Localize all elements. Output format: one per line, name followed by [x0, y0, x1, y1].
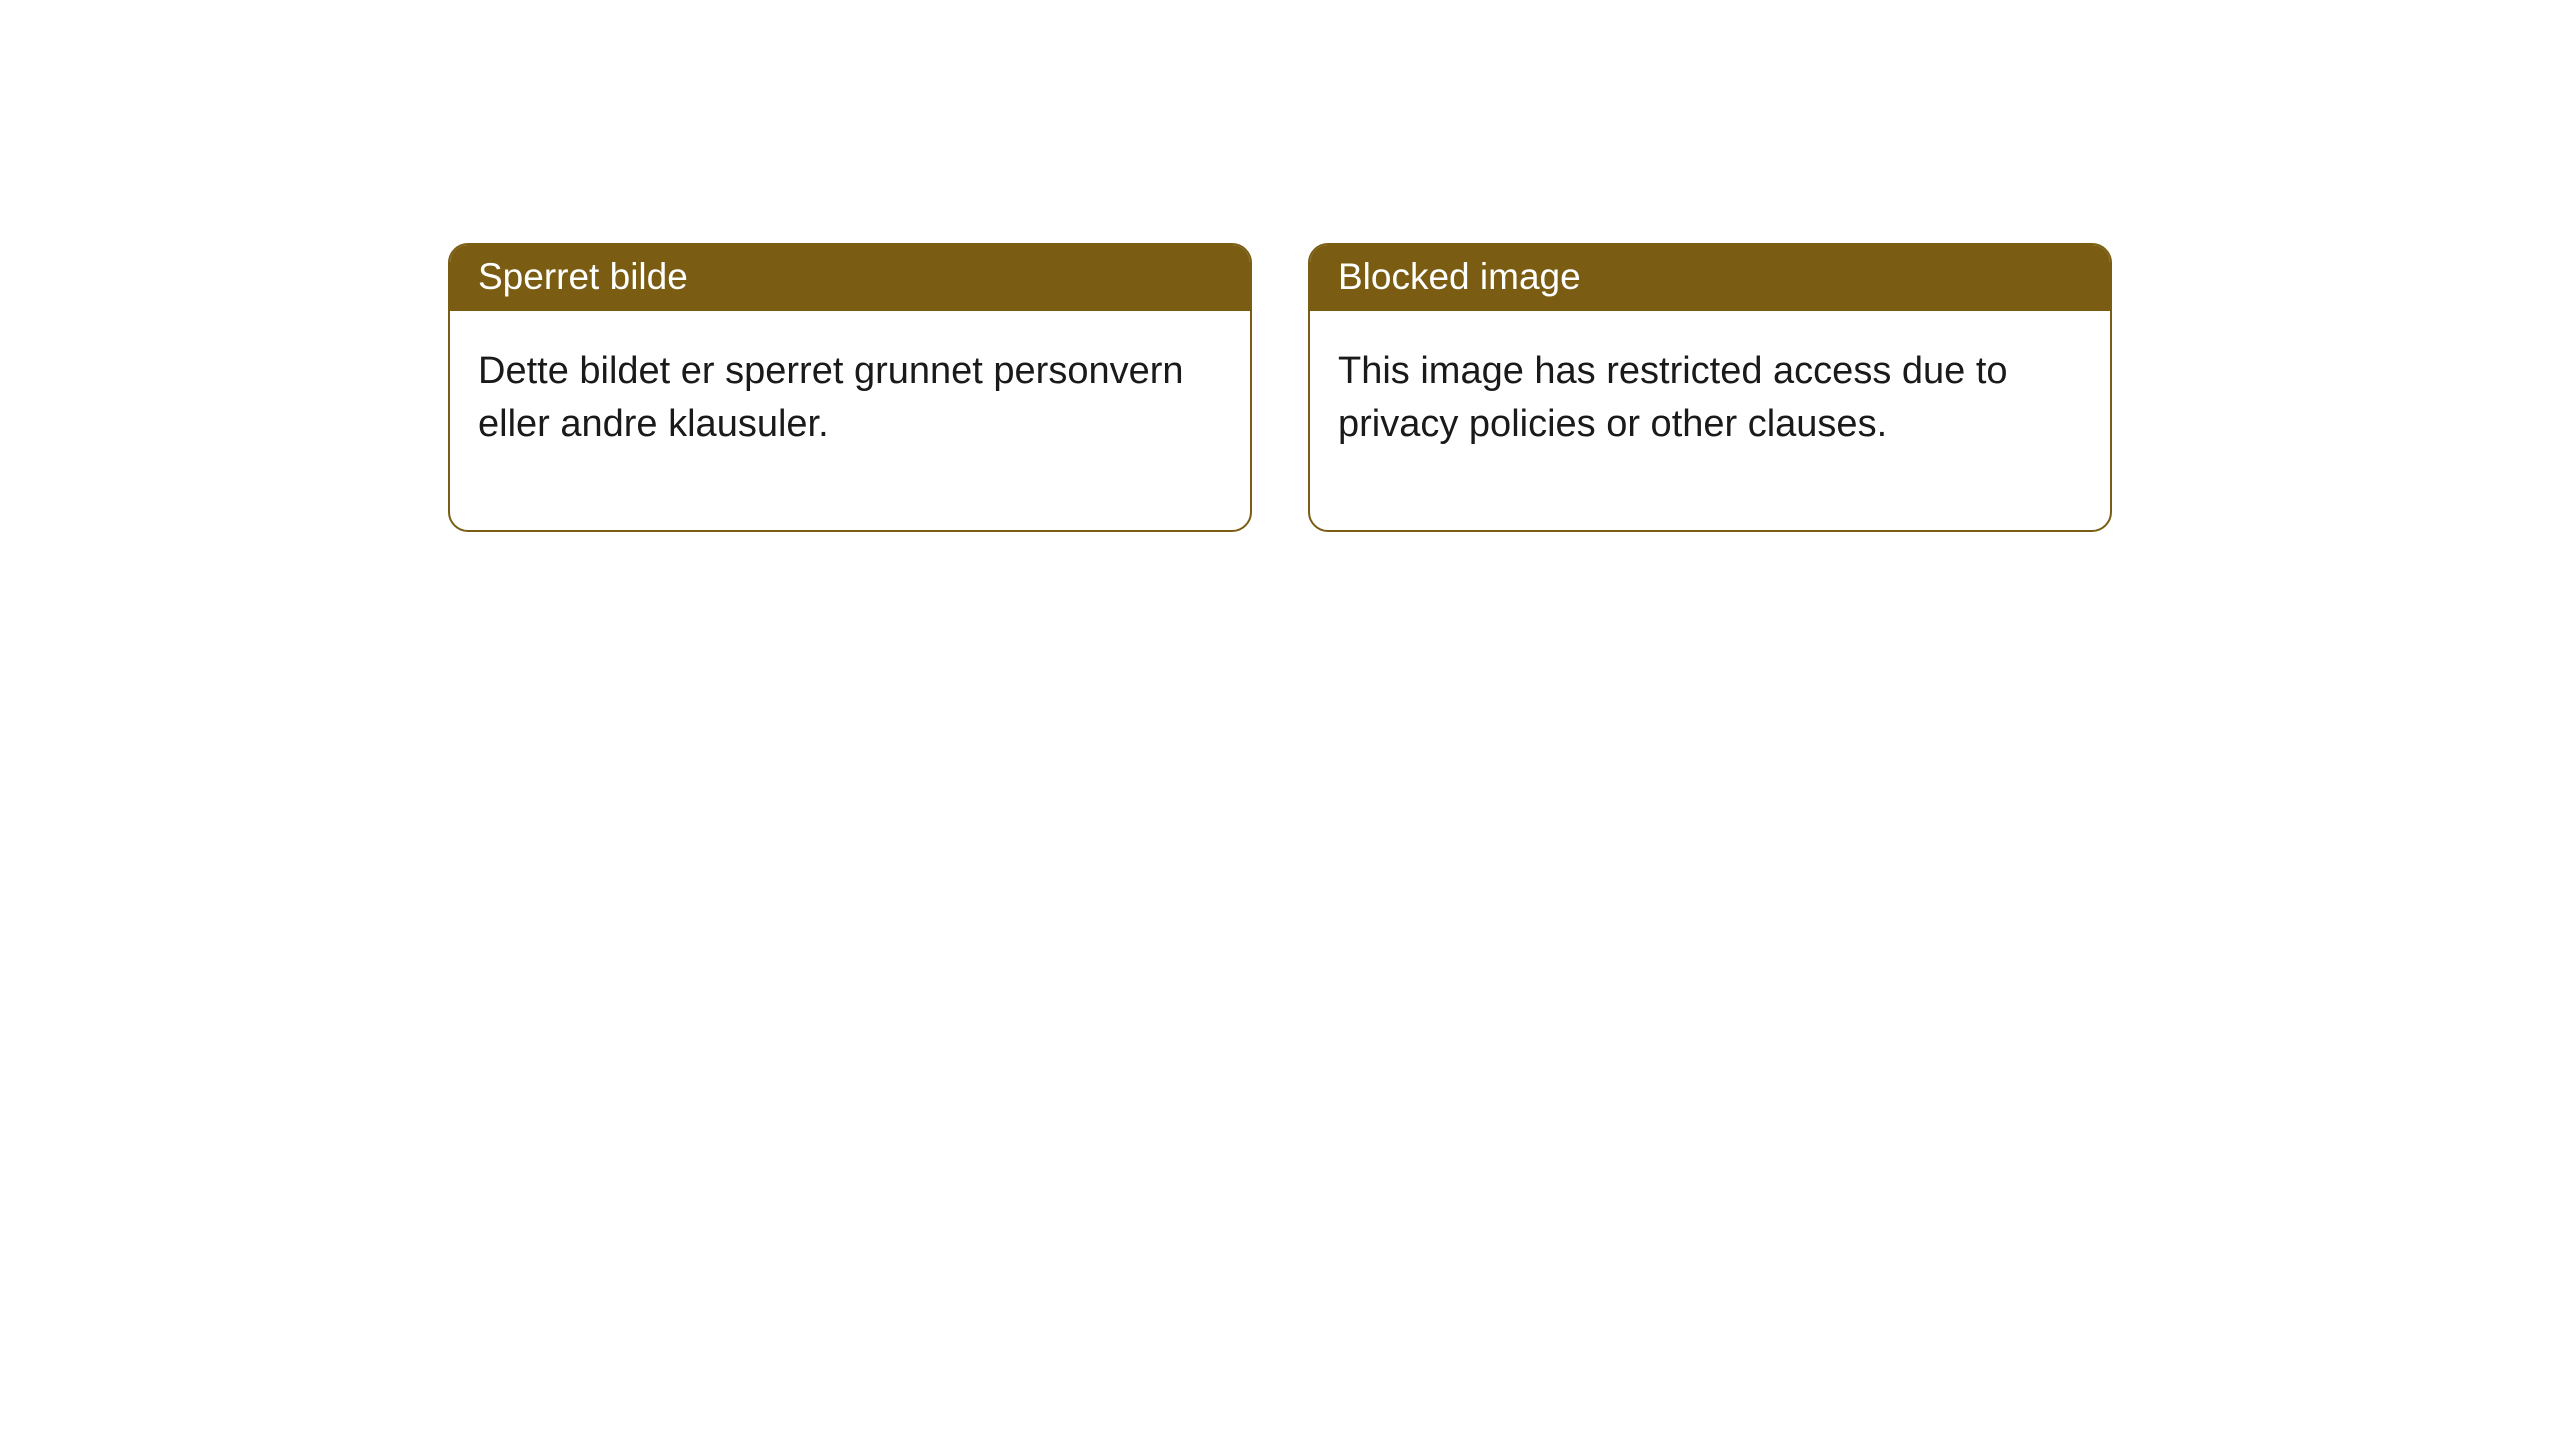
notice-header-english: Blocked image [1310, 245, 2110, 311]
notice-box-norwegian: Sperret bilde Dette bildet er sperret gr… [448, 243, 1252, 532]
notice-box-english: Blocked image This image has restricted … [1308, 243, 2112, 532]
notice-title-english: Blocked image [1338, 256, 1581, 297]
notice-text-english: This image has restricted access due to … [1338, 350, 2008, 444]
notice-body-english: This image has restricted access due to … [1310, 311, 2110, 530]
notice-text-norwegian: Dette bildet er sperret grunnet personve… [478, 350, 1184, 444]
notice-title-norwegian: Sperret bilde [478, 256, 688, 297]
notice-header-norwegian: Sperret bilde [450, 245, 1250, 311]
notice-container: Sperret bilde Dette bildet er sperret gr… [0, 0, 2560, 532]
notice-body-norwegian: Dette bildet er sperret grunnet personve… [450, 311, 1250, 530]
